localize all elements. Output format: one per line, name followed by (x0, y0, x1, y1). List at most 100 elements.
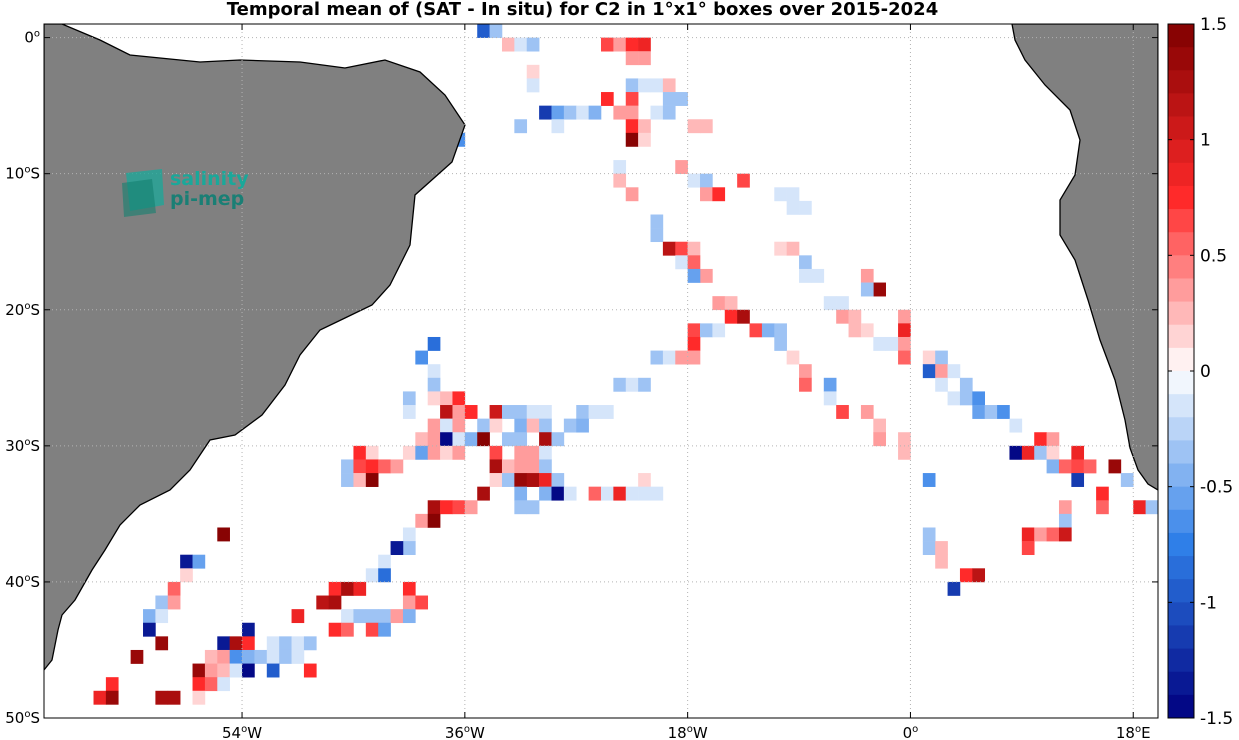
data-cell (242, 636, 255, 651)
data-cell (526, 445, 540, 460)
data-cell (935, 554, 948, 569)
data-cell (1021, 445, 1035, 460)
x-tick-label: 36oW (445, 724, 485, 740)
data-cell (724, 296, 738, 311)
data-cell (836, 296, 849, 311)
data-cell (638, 78, 651, 93)
colorbar-step (1168, 671, 1194, 696)
data-cell (749, 323, 763, 338)
data-cell (1071, 473, 1085, 487)
data-cell (204, 649, 218, 664)
data-cell (687, 336, 701, 351)
colorbar-step (1168, 440, 1194, 464)
data-cell (427, 432, 441, 447)
data-cell (836, 405, 849, 419)
data-cell (588, 405, 602, 419)
data-cell (922, 527, 936, 542)
data-cell (242, 649, 255, 664)
data-cell (650, 214, 664, 229)
data-cell (266, 649, 280, 664)
data-cell (291, 609, 305, 624)
data-cell (823, 391, 837, 406)
colorbar-step (1168, 24, 1194, 48)
data-cell (390, 541, 404, 556)
data-cell (526, 500, 540, 515)
colorbar-step (1168, 625, 1194, 649)
data-cell (427, 336, 441, 351)
data-cell (576, 105, 589, 120)
data-cell (452, 500, 466, 515)
data-cell (1120, 473, 1134, 487)
data-cell (279, 636, 292, 651)
data-cell (526, 405, 540, 419)
data-cell (217, 636, 230, 651)
data-cell (440, 445, 453, 460)
data-cell (526, 459, 540, 474)
data-cell (328, 622, 342, 637)
data-cell (712, 187, 726, 202)
data-cell (625, 377, 639, 392)
data-cell (1145, 500, 1158, 515)
data-cell (935, 364, 948, 379)
data-cell (303, 636, 317, 651)
data-cell (167, 581, 181, 596)
data-cell (192, 677, 206, 692)
data-cell (947, 581, 961, 596)
data-cell (724, 309, 738, 324)
data-cell (836, 309, 849, 324)
data-cell (551, 486, 565, 501)
data-cell (823, 377, 837, 392)
x-tick-label: 18oE (1116, 724, 1151, 740)
data-cell (489, 459, 503, 474)
data-cell (563, 486, 577, 501)
data-cell (675, 92, 688, 106)
data-cell (155, 636, 169, 651)
data-cell (1071, 459, 1085, 474)
data-cell (687, 173, 701, 188)
data-cell (922, 350, 936, 365)
data-cell (242, 663, 255, 678)
data-cell (489, 473, 503, 487)
data-cell (229, 636, 243, 651)
data-cell (873, 432, 886, 447)
data-cell (514, 418, 528, 433)
data-cell (440, 418, 453, 433)
data-cell (638, 51, 651, 66)
data-cell (464, 432, 478, 447)
plot-frame (43, 23, 1159, 719)
data-cell (1071, 445, 1085, 460)
colorbar-tick-label: -0.5 (1200, 478, 1233, 498)
data-cell (501, 459, 515, 474)
data-cell (341, 609, 354, 624)
data-cell (192, 663, 206, 678)
data-cell (650, 105, 664, 120)
data-cell (192, 554, 206, 569)
data-cell (898, 323, 911, 338)
data-cell (786, 187, 800, 202)
colorbar-tick-label: 1 (1200, 131, 1211, 151)
data-cell (402, 581, 416, 596)
data-cell (625, 119, 639, 134)
colorbar-step (1168, 255, 1194, 279)
data-cell (155, 690, 169, 705)
data-cell (922, 364, 936, 379)
data-cell (266, 663, 280, 678)
data-cell (922, 473, 936, 487)
data-cell (675, 255, 688, 270)
data-cell (402, 445, 416, 460)
colorbar-step (1168, 185, 1194, 210)
data-cell (402, 541, 416, 556)
data-cell (1058, 500, 1072, 515)
data-cell (105, 690, 119, 705)
data-cell (365, 459, 379, 474)
data-cell (514, 500, 528, 515)
data-cell (440, 500, 453, 515)
data-cell (365, 568, 379, 583)
data-cell (378, 568, 391, 583)
data-cell (601, 92, 614, 106)
data-cell (514, 405, 528, 419)
logo-line1: salinity (170, 168, 249, 190)
data-cell (1021, 527, 1035, 542)
data-cell (105, 677, 119, 692)
